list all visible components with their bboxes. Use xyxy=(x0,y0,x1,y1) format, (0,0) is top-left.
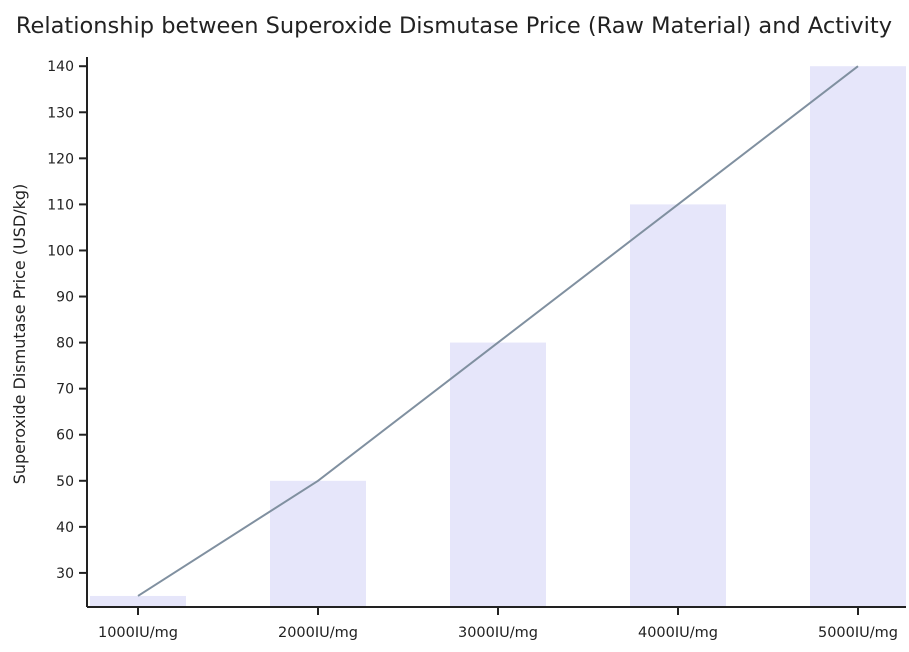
x-tick-label: 4000IU/mg xyxy=(638,625,718,641)
y-tick-label: 110 xyxy=(47,197,74,213)
y-tick-label: 40 xyxy=(56,520,74,536)
y-tick-label: 30 xyxy=(56,566,74,582)
y-tick-label: 50 xyxy=(56,474,74,490)
bar xyxy=(450,342,546,607)
y-tick-label: 80 xyxy=(56,336,74,352)
series-line xyxy=(137,65,859,597)
y-tick-label: 100 xyxy=(47,243,74,259)
x-tick-label: 5000IU/mg xyxy=(818,625,898,641)
bar xyxy=(90,595,186,607)
y-tick-label: 70 xyxy=(56,382,74,398)
y-tick-label: 130 xyxy=(47,105,74,121)
x-tick-label: 3000IU/mg xyxy=(458,625,538,641)
bar xyxy=(810,66,906,608)
x-tick-label: 1000IU/mg xyxy=(98,625,178,641)
bar xyxy=(630,204,726,607)
bar xyxy=(270,480,366,607)
y-axis-label: Superoxide Dismutase Price (USD/kg) xyxy=(10,184,29,485)
y-tick-label: 120 xyxy=(47,151,74,167)
chart-title: Relationship between Superoxide Dismutas… xyxy=(16,13,892,39)
y-tick-label: 140 xyxy=(47,59,74,75)
y-tick-label: 90 xyxy=(56,290,74,306)
x-tick-label: 2000IU/mg xyxy=(278,625,358,641)
y-tick-label: 60 xyxy=(56,428,74,444)
